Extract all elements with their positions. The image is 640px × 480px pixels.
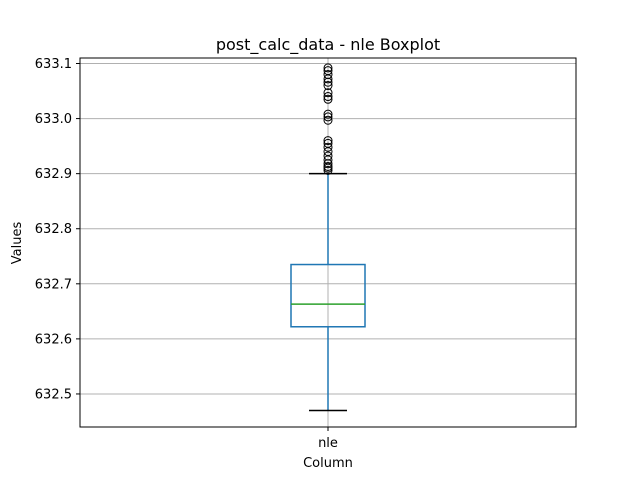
- outlier-point: [323, 63, 333, 73]
- y-tick-label: 632.9: [35, 167, 72, 182]
- y-tick-label: 632.8: [35, 222, 72, 237]
- box-layer: [290, 63, 366, 412]
- x-tick-label: nle: [318, 436, 338, 451]
- outlier-point: [323, 161, 333, 171]
- x-axis-ticks: nle: [318, 427, 338, 451]
- iqr-box: [290, 263, 366, 328]
- y-tick-label: 632.6: [35, 332, 72, 347]
- outlier-point: [323, 70, 333, 80]
- y-tick-label: 633.0: [35, 112, 72, 127]
- outlier-point: [323, 138, 333, 148]
- outlier-point: [323, 88, 333, 98]
- chart-title: post_calc_data - nle Boxplot: [216, 35, 440, 55]
- y-tick-label: 632.5: [35, 387, 72, 402]
- x-axis-label: Column: [303, 456, 353, 471]
- outlier-point: [323, 94, 333, 104]
- outlier-point: [323, 66, 333, 76]
- y-tick-label: 633.1: [35, 57, 72, 72]
- outlier-point: [323, 109, 333, 119]
- y-tick-label: 632.7: [35, 277, 72, 292]
- y-axis-label: Values: [10, 222, 25, 265]
- outlier-point: [323, 115, 333, 125]
- y-axis-ticks: 632.5 632.6 632.7 632.8 632.9 633.0 633.1: [35, 57, 80, 402]
- outlier-point: [323, 112, 333, 122]
- outlier-point: [323, 142, 333, 152]
- outlier-point: [323, 92, 333, 102]
- outlier-point: [323, 165, 333, 175]
- outlier-point: [323, 81, 333, 91]
- outlier-point: [323, 151, 333, 161]
- outlier-point: [323, 136, 333, 146]
